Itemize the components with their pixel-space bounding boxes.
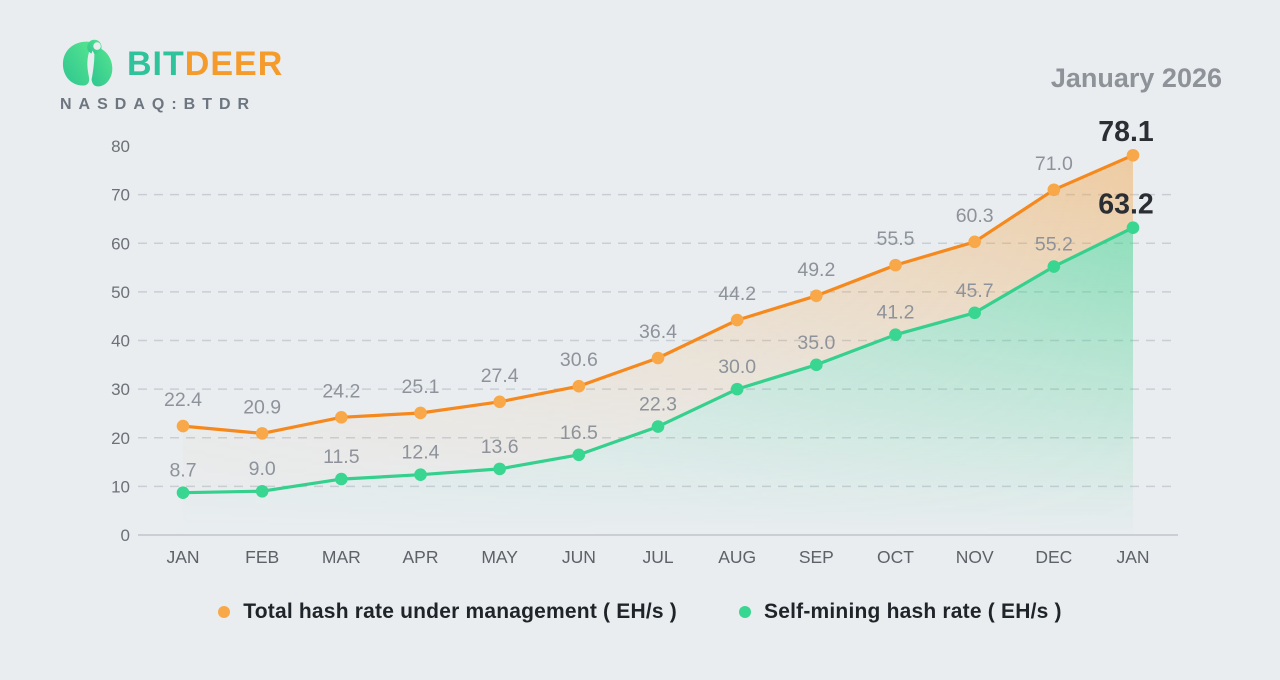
- svg-text:45.7: 45.7: [956, 280, 994, 302]
- svg-text:24.2: 24.2: [322, 380, 360, 402]
- date-label: January 2026: [1050, 63, 1222, 93]
- svg-text:71.0: 71.0: [1035, 153, 1073, 175]
- legend-dot-orange: [218, 606, 231, 618]
- bitdeer-deer-icon: [62, 39, 113, 87]
- svg-text:78.1: 78.1: [1098, 116, 1154, 148]
- svg-text:8.7: 8.7: [169, 460, 196, 482]
- value-labels: 22.4 20.9 24.2 25.1 27.4 30.6 36.4 44.2 49.2 55.5…: [164, 116, 1154, 481]
- svg-text:36.4: 36.4: [639, 321, 677, 343]
- svg-text:44.2: 44.2: [718, 283, 756, 305]
- svg-text:SEP: SEP: [799, 547, 834, 567]
- svg-text:JUN: JUN: [562, 547, 596, 567]
- svg-text:60.3: 60.3: [956, 205, 994, 227]
- svg-text:30.6: 30.6: [560, 349, 598, 371]
- svg-text:10: 10: [111, 477, 130, 496]
- svg-text:55.2: 55.2: [1035, 234, 1073, 256]
- svg-text:OCT: OCT: [877, 547, 914, 567]
- svg-text:40: 40: [111, 332, 130, 351]
- y-axis-labels: 0 10 20 30 40 50 60 70 80: [111, 137, 130, 545]
- svg-text:0: 0: [121, 526, 130, 545]
- brand-deer: DEER: [184, 45, 284, 83]
- x-axis-labels: JAN FEB MAR APR MAY JUN JUL AUG SEP OCT NOV DEC JAN: [166, 547, 1149, 567]
- ticker-label: NASDAQ:BTDR: [60, 96, 257, 113]
- svg-text:22.3: 22.3: [639, 394, 677, 416]
- data-points: [176, 148, 1140, 499]
- legend-label: Self-mining hash rate ( EH/s ): [764, 600, 1062, 623]
- svg-text:JAN: JAN: [1116, 547, 1149, 567]
- svg-text:20.9: 20.9: [243, 396, 281, 418]
- bitdeer-logo: BITDEER NASDAQ:BTDR: [60, 38, 360, 114]
- legend-dot-green: [739, 606, 751, 618]
- svg-text:49.2: 49.2: [797, 259, 835, 281]
- svg-text:50: 50: [111, 283, 130, 302]
- legend-item-self-mining: Self-mining hash rate ( EH/s ): [739, 600, 1062, 624]
- svg-text:80: 80: [111, 137, 130, 156]
- brand-bit: BIT: [127, 45, 185, 83]
- svg-text:DEC: DEC: [1035, 547, 1072, 567]
- svg-text:25.1: 25.1: [402, 376, 440, 398]
- legend-label: Total hash rate under management ( EH/s …: [243, 600, 677, 623]
- svg-text:JAN: JAN: [166, 547, 199, 567]
- svg-text:MAY: MAY: [481, 547, 518, 567]
- svg-text:55.5: 55.5: [877, 228, 915, 250]
- svg-text:63.2: 63.2: [1098, 189, 1153, 221]
- svg-text:APR: APR: [403, 547, 439, 567]
- svg-text:JUL: JUL: [642, 547, 673, 567]
- svg-text:20: 20: [111, 429, 130, 448]
- brand-name: BITDEER: [127, 47, 283, 81]
- chart-legend: Total hash rate under management ( EH/s …: [0, 600, 1280, 624]
- svg-text:NOV: NOV: [956, 547, 994, 567]
- legend-item-total-hash-rate: Total hash rate under management ( EH/s …: [218, 600, 677, 624]
- svg-text:30: 30: [111, 380, 130, 399]
- svg-text:16.5: 16.5: [560, 422, 598, 444]
- svg-text:FEB: FEB: [245, 547, 279, 567]
- svg-text:41.2: 41.2: [877, 302, 915, 324]
- svg-text:60: 60: [111, 234, 130, 253]
- svg-text:70: 70: [111, 186, 130, 205]
- svg-text:35.0: 35.0: [797, 332, 835, 354]
- svg-text:12.4: 12.4: [402, 442, 440, 464]
- svg-text:AUG: AUG: [718, 547, 756, 567]
- svg-text:13.6: 13.6: [481, 436, 519, 458]
- svg-text:MAR: MAR: [322, 547, 361, 567]
- svg-text:30.0: 30.0: [718, 356, 756, 378]
- svg-text:27.4: 27.4: [481, 365, 519, 387]
- svg-text:9.0: 9.0: [249, 458, 276, 480]
- svg-text:22.4: 22.4: [164, 389, 202, 411]
- svg-text:11.5: 11.5: [323, 446, 360, 468]
